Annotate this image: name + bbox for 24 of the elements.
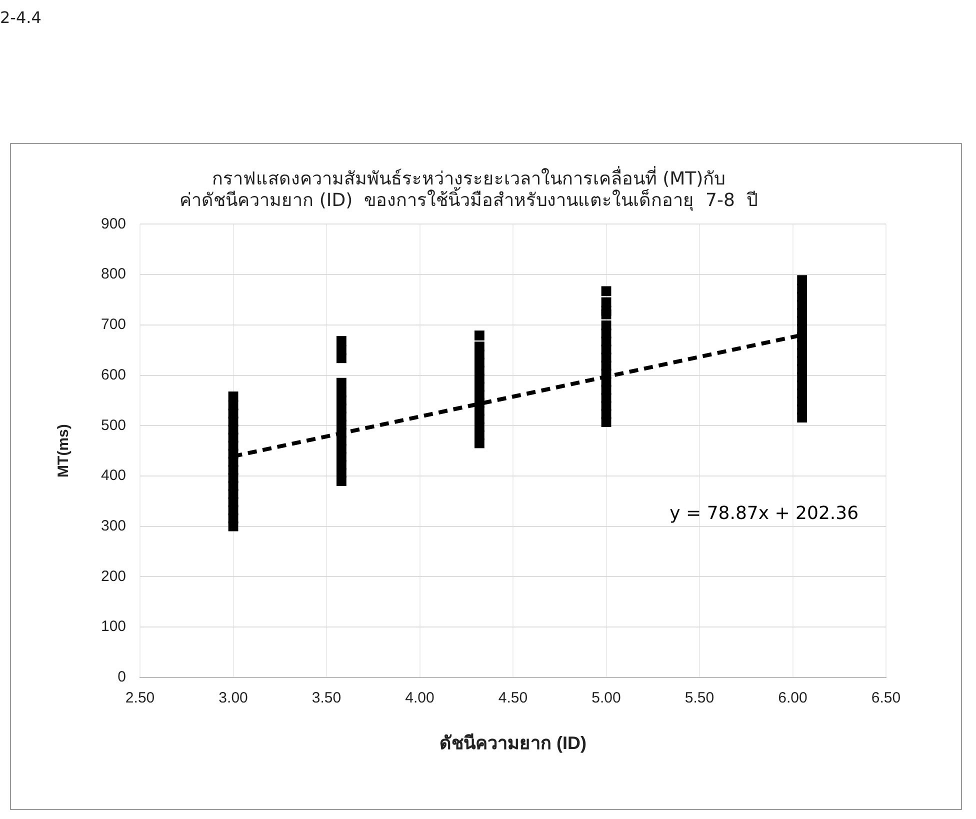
y-tick-label: 800 [100, 266, 126, 283]
y-tick-label: 900 [100, 215, 126, 232]
y-tick-label: 400 [100, 467, 126, 484]
y-tick-label: 100 [100, 618, 126, 636]
y-tick-label: 0 [118, 668, 126, 686]
x-tick-label: 5.00 [592, 690, 621, 707]
x-tick-label: 4.00 [405, 690, 434, 707]
x-tick-label: 4.50 [498, 690, 528, 707]
y-tick-label: 500 [100, 416, 126, 434]
y-axis-title: MT(ms) [55, 424, 72, 478]
x-tick-label: 6.50 [871, 690, 901, 707]
x-tick-label: 2.50 [125, 690, 155, 707]
chart-title: กราฟแสดงความสัมพันธ์ระหว่างระยะเวลาในการเคลื่อนที่ (MT)กับ ค่าดัชนีความยาก (ID) ของการใช้นิ้วมือสำหรับงานแตะในเด็กอายุ 7-8 ปี [180, 165, 758, 212]
x-tick-label: 3.50 [312, 690, 342, 707]
y-tick-label: 300 [100, 517, 126, 534]
annotation: y = 78.87x + 202.36 [670, 502, 859, 524]
x-tick-label: 6.00 [778, 690, 808, 707]
x-tick-label: 5.50 [684, 690, 714, 707]
x-tick-label: 3.00 [218, 690, 248, 707]
text: 2-4.4 [0, 8, 42, 27]
x-axis-title: ดัชนีความยาก (ID) [440, 733, 587, 754]
y-tick-label: 600 [100, 366, 126, 384]
y-tick-label: 200 [100, 568, 126, 585]
y-tick-label: 700 [100, 316, 126, 334]
